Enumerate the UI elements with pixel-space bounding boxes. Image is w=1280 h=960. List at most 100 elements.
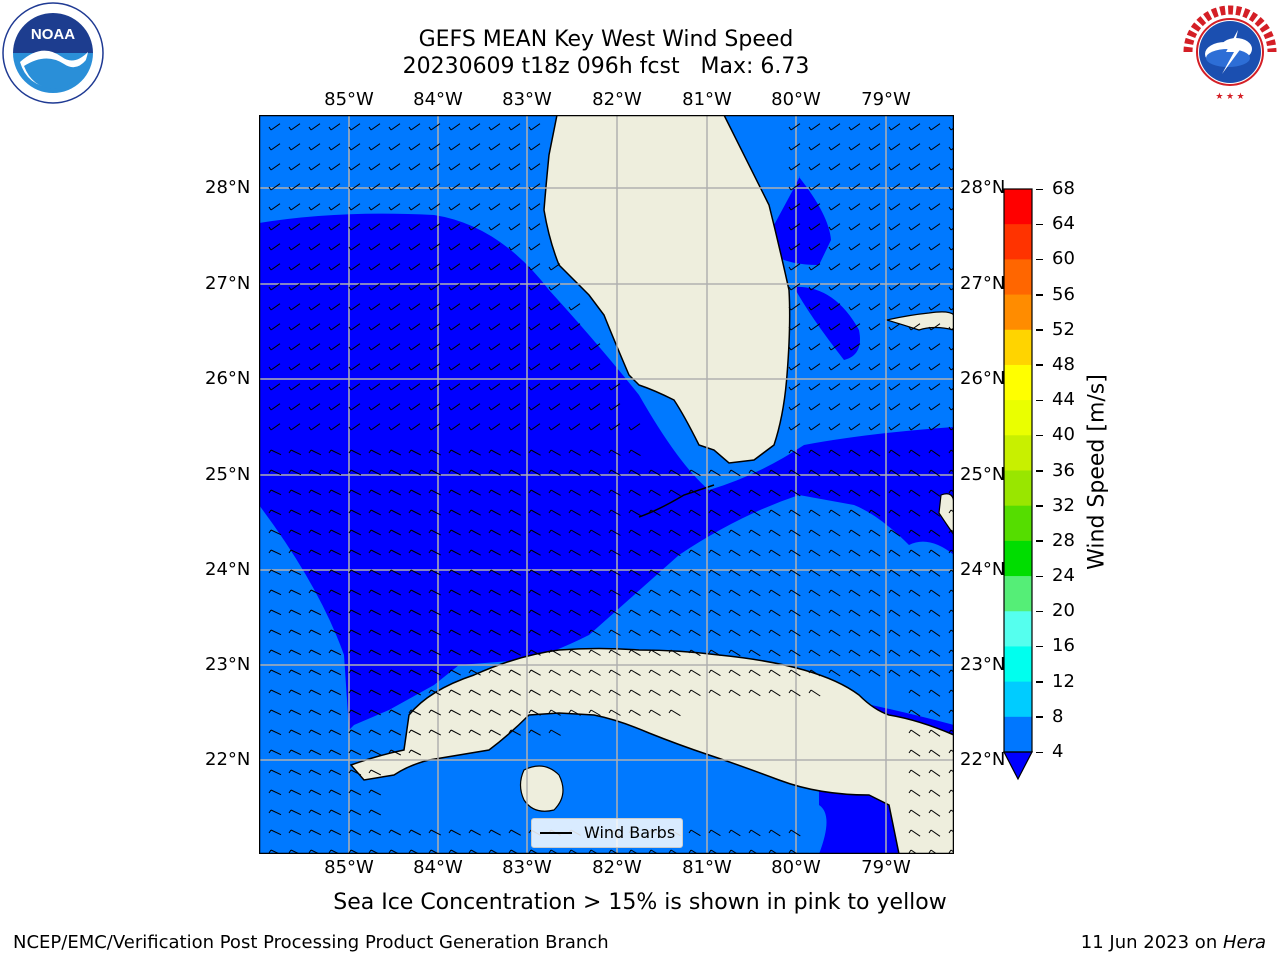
wind-barb	[928, 529, 941, 537]
colorbar-tick	[1036, 258, 1043, 261]
wind-barb	[348, 629, 362, 636]
wind-barb	[308, 809, 322, 816]
wind-barb	[628, 529, 641, 537]
wind-barb	[908, 549, 921, 557]
colorbar-tick	[1036, 329, 1043, 331]
colorbar-segment	[1004, 576, 1032, 612]
wind-barb	[328, 529, 342, 536]
wind-barb	[508, 323, 521, 331]
wind-barb	[848, 143, 861, 151]
colorbar-segment	[1004, 470, 1032, 507]
wind-barb	[488, 509, 501, 516]
wind-barb	[328, 403, 341, 411]
wind-barb	[408, 243, 421, 251]
florida-keys	[638, 484, 715, 518]
wind-barb	[368, 789, 382, 796]
wind-barb	[428, 729, 442, 736]
wind-barb	[728, 469, 741, 477]
wind-barb	[908, 689, 921, 697]
wind-barb	[848, 243, 861, 251]
lon-label-top: 83°W	[502, 89, 552, 110]
wind-barb	[328, 183, 341, 191]
wind-barb	[728, 569, 741, 577]
wind-barb	[628, 549, 641, 557]
wind-barb	[948, 509, 954, 514]
wind-barb	[728, 689, 741, 697]
wind-barb	[448, 689, 461, 696]
wind-barb	[328, 749, 342, 756]
wind-barb	[588, 629, 601, 636]
lat-label-right: 28°N	[960, 177, 1006, 198]
wind-barb	[288, 809, 302, 816]
wind-barb	[268, 123, 281, 131]
wind-barb	[888, 469, 901, 477]
wind-barb	[308, 489, 322, 496]
colorbar-label: 60	[1052, 248, 1075, 270]
wind-barb	[348, 729, 362, 736]
wind-barb	[388, 749, 402, 756]
wind-barb	[508, 343, 521, 351]
colorbar-segment	[1004, 646, 1032, 683]
wind-barb	[348, 143, 361, 151]
wind-barb	[748, 669, 761, 677]
wind-barb	[568, 509, 581, 516]
wind-barb	[608, 449, 621, 456]
wind-barb	[708, 669, 721, 677]
lat-label-left: 28°N	[205, 177, 251, 198]
wind-barb	[308, 283, 321, 291]
wind-barb	[508, 283, 521, 291]
wind-barb	[948, 286, 954, 291]
wind-barb	[928, 363, 941, 371]
wind-barb	[948, 226, 954, 231]
wind-barb	[468, 589, 481, 596]
wind-barb	[868, 569, 881, 577]
wind-barb	[788, 283, 801, 291]
wind-barb	[348, 243, 361, 251]
wind-barb	[588, 469, 601, 476]
wind-barb	[368, 769, 382, 776]
wind-barb	[928, 729, 941, 737]
wind-barb	[548, 569, 561, 576]
wind-barb	[468, 123, 481, 131]
wind-barb	[548, 383, 561, 391]
wind-barb	[948, 569, 954, 574]
wind-barb	[648, 649, 661, 657]
wind-barb	[928, 709, 941, 717]
wind-barb	[308, 143, 321, 151]
wind-barb	[668, 709, 681, 717]
wind-barb	[308, 589, 322, 596]
wind-barb	[928, 449, 941, 457]
wind-barb	[848, 509, 861, 517]
wind-barb	[448, 569, 461, 576]
wind-barb	[848, 403, 861, 411]
colorbar-label: 68	[1052, 178, 1075, 199]
wind-barb	[868, 183, 881, 191]
wind-barb	[548, 549, 561, 556]
wind-barb	[508, 143, 521, 151]
colorbar-segment	[1004, 505, 1032, 542]
wind-barb	[628, 489, 641, 497]
wind-barb	[268, 343, 281, 351]
wind-barb	[428, 629, 442, 636]
wind-barb	[908, 363, 921, 371]
wind-barb	[708, 529, 721, 537]
wind-barb	[668, 589, 681, 597]
wind-barb	[508, 509, 521, 516]
wind-barb	[388, 283, 401, 291]
wind-barb	[828, 323, 841, 331]
wind-barb	[448, 549, 461, 556]
wind-barb	[288, 183, 301, 191]
wind-barb	[888, 449, 901, 457]
wind-barb	[368, 509, 382, 516]
wind-barb	[548, 709, 561, 716]
wind-barb	[668, 569, 681, 577]
wind-barb	[908, 323, 921, 331]
wind-barb	[468, 403, 481, 411]
wind-barb	[288, 263, 301, 271]
wind-barb	[928, 343, 941, 351]
wind-barb	[688, 589, 701, 597]
wind-barb	[788, 469, 801, 477]
wind-barb	[808, 243, 821, 251]
wind-barb	[848, 203, 861, 211]
wind-barb	[928, 749, 941, 757]
